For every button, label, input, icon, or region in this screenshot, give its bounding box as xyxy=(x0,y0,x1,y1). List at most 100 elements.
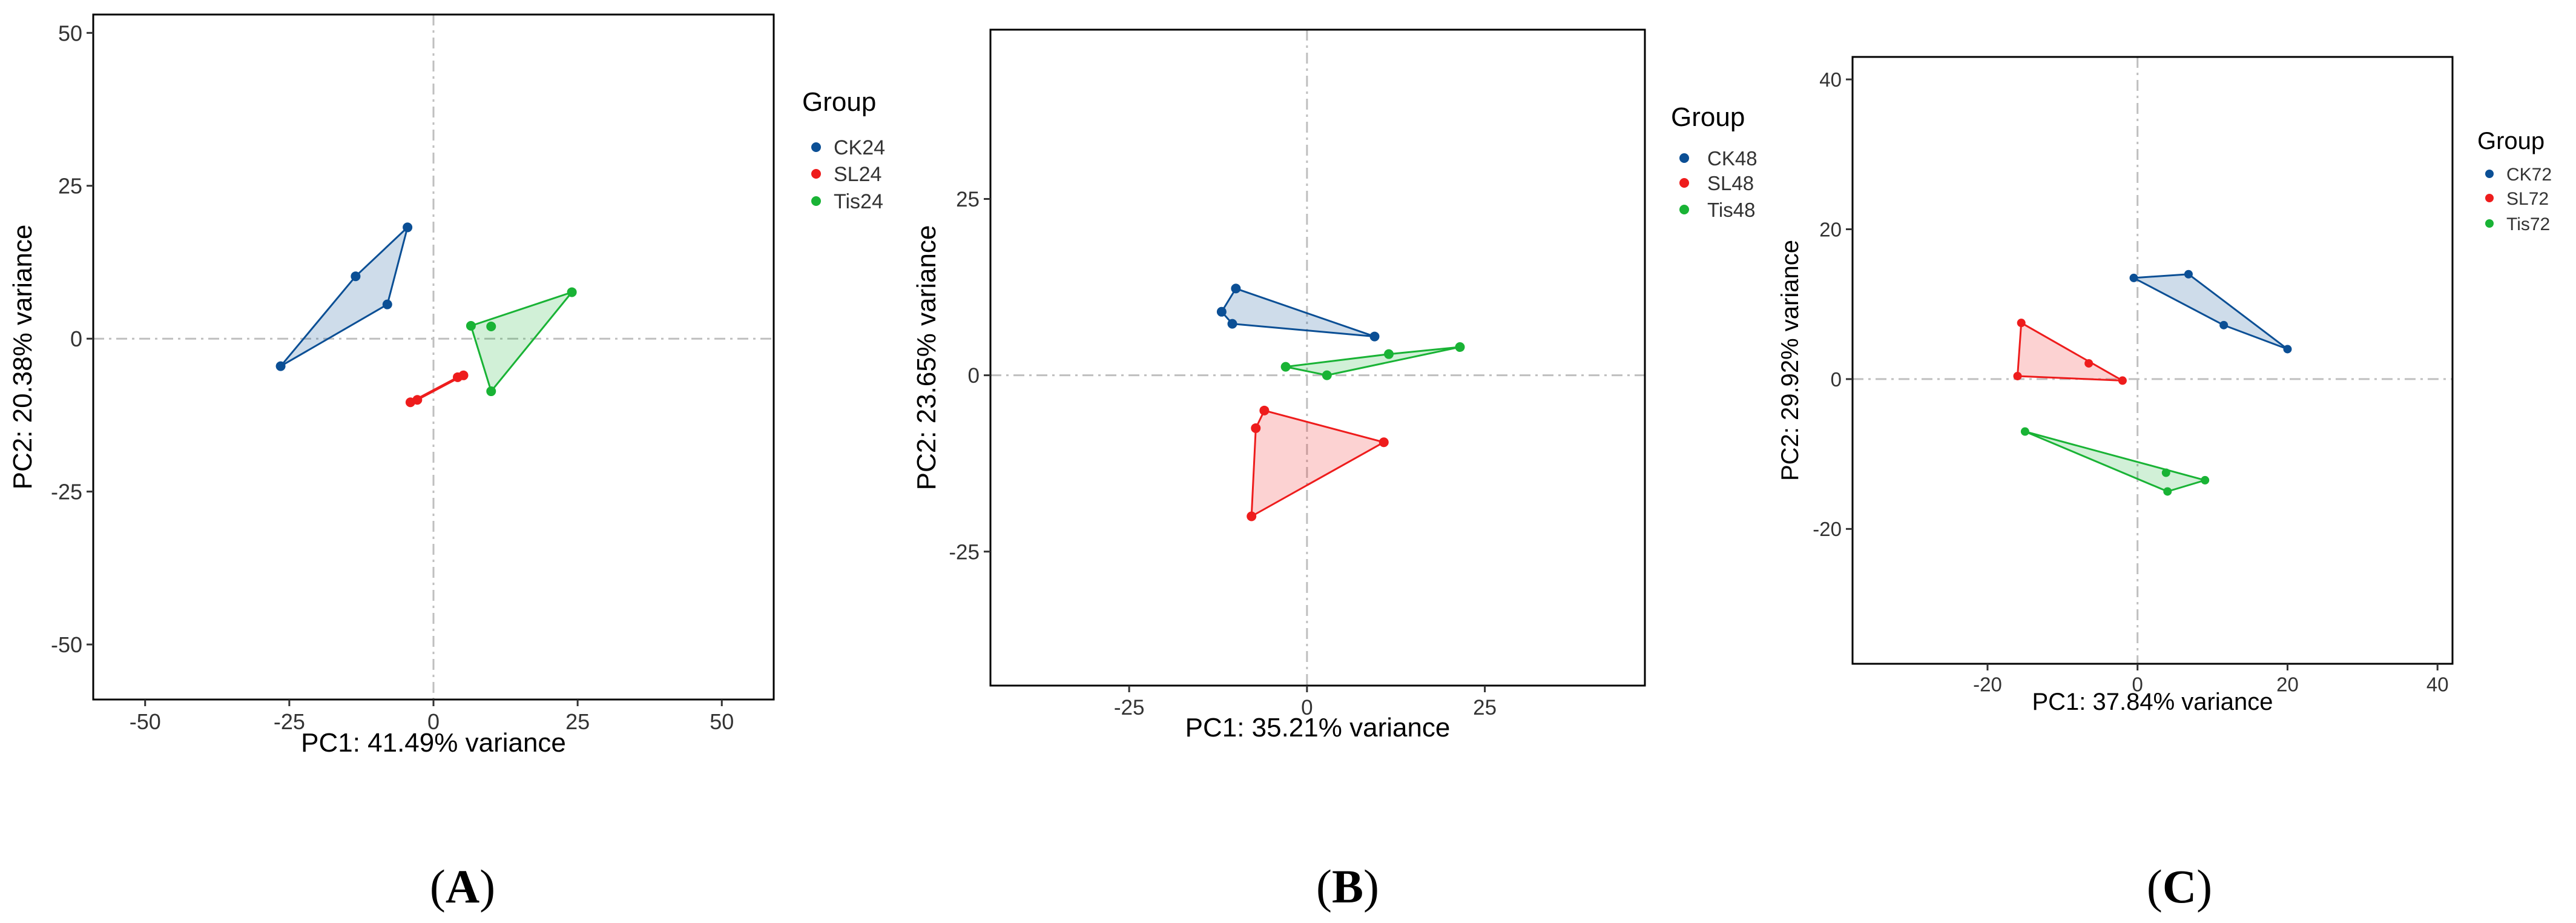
point-sl48 xyxy=(1259,405,1270,415)
y-tick-label: -25 xyxy=(51,480,82,505)
point-sl72 xyxy=(2084,359,2093,368)
point-sl24 xyxy=(412,395,423,405)
y-tick-label: 40 xyxy=(1819,68,1842,91)
y-tick-label: 0 xyxy=(968,364,980,388)
legend-marker xyxy=(2485,219,2494,228)
x-tick-label: -25 xyxy=(274,709,305,734)
legend-marker xyxy=(2485,170,2494,178)
x-tick-label: 0 xyxy=(2132,673,2143,696)
point-tis72 xyxy=(2163,487,2172,496)
point-tis48 xyxy=(1384,349,1394,359)
point-tis24 xyxy=(486,386,496,397)
legend: Group CK24 SL24 Tis24 xyxy=(802,87,885,213)
y-tick-label: 0 xyxy=(1831,368,1842,391)
x-axis-title: PC1: 41.49% variance xyxy=(301,728,566,758)
y-tick-label: 25 xyxy=(58,174,82,199)
x-axis-title: PC1: 37.84% variance xyxy=(2032,689,2273,715)
legend: Group CK48 SL48 Tis48 xyxy=(1671,102,1757,221)
axis-ticks: -50 -25 0 25 50 -50 -25 0 25 50 xyxy=(51,21,734,734)
panel-a: -50 -25 0 25 50 -50 -25 0 25 50 PC1: 41.49% varia… xyxy=(8,13,885,913)
point-ck24 xyxy=(275,361,286,371)
legend-label: SL72 xyxy=(2506,189,2549,209)
point-ck48 xyxy=(1231,283,1241,294)
point-ck72 xyxy=(2283,345,2292,354)
point-sl72 xyxy=(2017,319,2026,328)
legend-label: CK72 xyxy=(2506,165,2552,185)
legend-marker xyxy=(811,142,821,152)
legend-item: Tis48 xyxy=(1679,199,1755,221)
axis-ticks: -25 0 25 -25 0 25 xyxy=(949,188,1497,720)
x-tick-label: 40 xyxy=(2426,673,2449,696)
legend-item: SL72 xyxy=(2485,189,2549,209)
legend-label: CK24 xyxy=(834,136,885,159)
point-tis72 xyxy=(2161,468,2170,477)
legend-title: Group xyxy=(1671,102,1745,132)
point-ck72 xyxy=(2129,273,2138,282)
data-points xyxy=(1216,283,1465,521)
legend-item: Tis72 xyxy=(2485,214,2550,234)
point-tis24 xyxy=(486,322,496,332)
point-ck24 xyxy=(382,299,392,309)
plot-frame xyxy=(989,28,1646,687)
hull-sl72 xyxy=(2017,322,2124,382)
x-tick-label: 20 xyxy=(2276,673,2299,696)
legend-title: Group xyxy=(2477,128,2545,154)
point-tis24 xyxy=(466,320,476,331)
x-tick-label: 50 xyxy=(710,709,734,734)
y-axis-title: PC2: 29.92% variance xyxy=(1777,240,1804,481)
legend-item: CK48 xyxy=(1679,147,1757,170)
hull-polygons xyxy=(280,226,573,403)
point-sl72 xyxy=(2013,371,2022,380)
legend-item: SL48 xyxy=(1679,172,1754,194)
point-sl72 xyxy=(2118,376,2127,385)
reference-lines xyxy=(990,30,1645,686)
point-sl24 xyxy=(458,370,469,380)
reference-lines xyxy=(1853,57,2452,664)
y-tick-label: -20 xyxy=(1813,518,1842,540)
x-tick-label: -25 xyxy=(1114,696,1145,720)
legend-title: Group xyxy=(802,87,876,117)
x-tick-label: 25 xyxy=(565,709,590,734)
point-ck72 xyxy=(2219,320,2228,329)
y-tick-label: -25 xyxy=(949,540,980,564)
y-tick-label: 50 xyxy=(58,21,82,45)
legend-item: SL24 xyxy=(811,163,881,186)
point-ck48 xyxy=(1369,331,1380,342)
point-ck72 xyxy=(2184,270,2193,279)
panel-label: (B) xyxy=(1316,860,1379,913)
data-points xyxy=(2013,270,2292,496)
legend-marker xyxy=(811,169,821,179)
point-sl48 xyxy=(1251,423,1261,433)
y-tick-label: 20 xyxy=(1819,218,1842,240)
hull-tis24 xyxy=(470,291,573,392)
point-tis24 xyxy=(567,287,577,297)
legend: Group CK72 SL72 Tis72 xyxy=(2477,128,2552,234)
point-sl48 xyxy=(1247,511,1257,521)
point-tis72 xyxy=(2020,427,2029,436)
x-tick-label: -20 xyxy=(1973,673,2002,696)
point-tis48 xyxy=(1280,362,1291,372)
x-tick-label: -50 xyxy=(130,709,161,734)
legend-label: SL24 xyxy=(834,163,881,186)
y-axis-title: PC2: 20.38% variance xyxy=(8,225,38,490)
legend-marker xyxy=(2485,194,2494,202)
hull-polygons xyxy=(1220,287,1461,517)
panel-b: -25 0 25 -25 0 25 PC1: 35.21% variance PC2: 2… xyxy=(912,28,1757,913)
point-tis48 xyxy=(1322,370,1332,380)
legend-marker xyxy=(811,196,821,206)
point-ck48 xyxy=(1227,319,1237,329)
legend-label: Tis72 xyxy=(2506,214,2550,234)
hull-tis72 xyxy=(2024,431,2206,492)
plot-frame xyxy=(1851,56,2454,665)
x-tick-label: 25 xyxy=(1473,696,1497,720)
point-tis72 xyxy=(2201,475,2210,485)
legend-marker xyxy=(1679,153,1689,163)
legend-marker xyxy=(1679,178,1689,188)
x-tick-label: 0 xyxy=(427,709,440,734)
panel-label: (A) xyxy=(430,860,495,913)
axis-ticks: -20 0 20 40 -20 0 20 40 xyxy=(1813,68,2448,696)
legend-label: Tis48 xyxy=(1707,199,1755,221)
point-ck24 xyxy=(403,222,413,233)
reference-lines xyxy=(93,15,774,700)
